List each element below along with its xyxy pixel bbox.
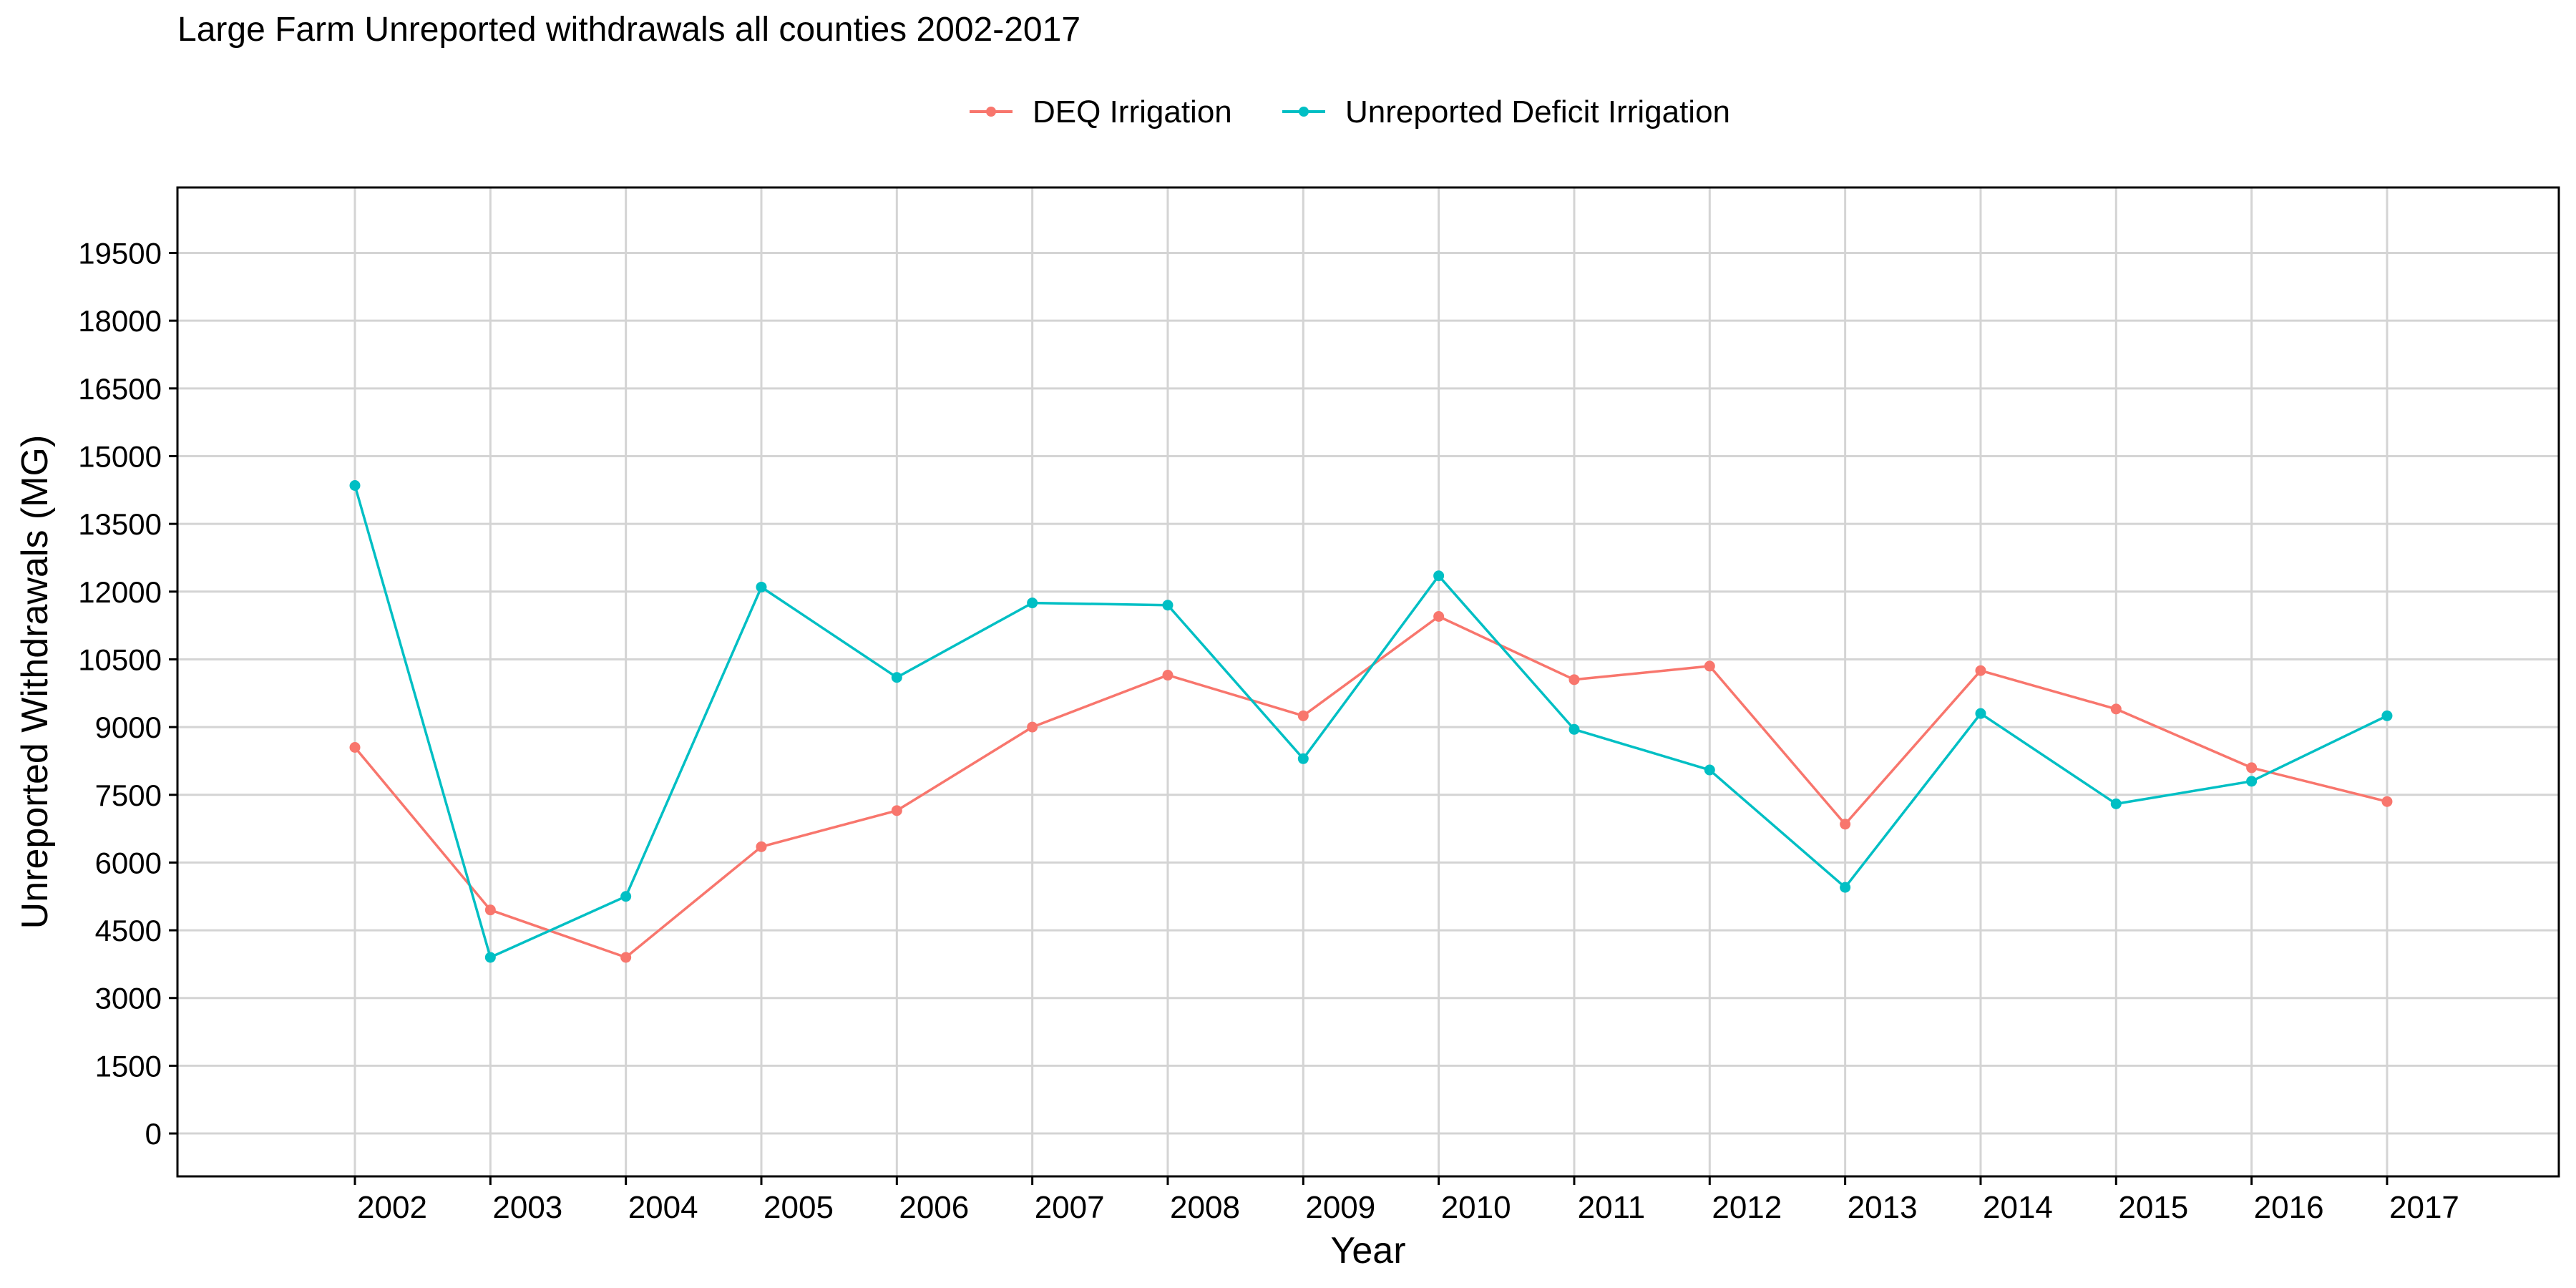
data-point	[484, 952, 496, 963]
data-point	[1840, 882, 1851, 893]
y-tick-label: 6000	[95, 846, 162, 879]
x-tick-label: 2009	[1305, 1190, 1375, 1225]
y-tick-label: 3000	[95, 982, 162, 1015]
x-tick-label: 2005	[763, 1190, 834, 1225]
legend-label-deq: DEQ Irrigation	[1033, 94, 1232, 130]
y-tick-label: 7500	[95, 779, 162, 812]
y-tick-label: 13500	[78, 507, 162, 541]
data-point	[891, 672, 902, 683]
data-point	[1704, 764, 1715, 776]
data-point	[2381, 796, 2393, 807]
data-point	[2110, 798, 2122, 809]
axes: 0 1500 3000 4500 6000 7500 9000 10500 12000 13500…	[78, 237, 2459, 1225]
data-point	[349, 479, 361, 491]
legend-marker-unreported	[1299, 107, 1309, 117]
y-tick-label: 12000	[78, 575, 162, 609]
legend: DEQ Irrigation Unreported Deficit Irriga…	[970, 94, 1730, 130]
data-point	[1433, 610, 1445, 622]
data-point	[1568, 723, 1580, 735]
data-point	[1840, 819, 1851, 830]
x-tick-label: 2016	[2254, 1190, 2324, 1225]
series-layer	[349, 479, 2393, 963]
data-point	[1297, 753, 1309, 764]
y-tick-label: 16500	[78, 372, 162, 406]
data-point	[891, 805, 902, 816]
data-point	[1027, 721, 1038, 733]
x-tick-label: 2017	[2389, 1190, 2459, 1225]
x-tick-label: 2007	[1035, 1190, 1105, 1225]
x-tick-label: 2006	[899, 1190, 969, 1225]
y-axis-label: Unreported Withdrawals (MG)	[14, 435, 56, 930]
data-point	[1568, 674, 1580, 686]
x-tick-label: 2010	[1441, 1190, 1511, 1225]
legend-item-deq: DEQ Irrigation	[970, 94, 1232, 130]
y-tick-label: 0	[145, 1117, 162, 1151]
data-point	[756, 581, 767, 592]
series-line	[353, 485, 2388, 959]
data-point	[1433, 570, 1445, 582]
y-tick-label: 18000	[78, 304, 162, 338]
series-unreported-deficit-irrigation	[349, 479, 2393, 963]
y-tick-label: 19500	[78, 237, 162, 270]
data-point	[620, 891, 632, 902]
legend-marker-deq	[986, 107, 996, 117]
x-tick-label: 2008	[1170, 1190, 1240, 1225]
data-point	[1975, 708, 1986, 719]
data-point	[756, 841, 767, 852]
data-point	[2381, 710, 2393, 721]
plot-background	[177, 187, 2559, 1176]
x-axis-label: Year	[1330, 1230, 1405, 1272]
x-tick-label: 2011	[1578, 1190, 1646, 1225]
plot-border	[176, 186, 2560, 1178]
y-tick-label: 9000	[95, 711, 162, 744]
x-tick-label: 2014	[1983, 1190, 2053, 1225]
data-point	[1297, 710, 1309, 721]
data-point	[484, 904, 496, 916]
data-point	[2246, 762, 2258, 774]
y-tick-label: 15000	[78, 439, 162, 473]
x-tick-label: 2012	[1712, 1190, 1782, 1225]
x-tick-label: 2015	[2118, 1190, 2188, 1225]
data-point	[620, 952, 632, 963]
x-tick-label: 2003	[492, 1190, 562, 1225]
data-point	[1704, 660, 1715, 672]
chart-title: Large Farm Unreported withdrawals all co…	[177, 11, 1080, 49]
data-point	[1162, 600, 1174, 611]
data-point	[1162, 670, 1174, 681]
x-tick-label: 2013	[1848, 1190, 1918, 1225]
y-tick-label: 1500	[95, 1049, 162, 1083]
x-tick-label: 2002	[357, 1190, 427, 1225]
legend-item-unreported: Unreported Deficit Irrigation	[1282, 94, 1730, 130]
data-point	[1975, 665, 1986, 676]
gridlines	[177, 187, 2559, 1176]
y-tick-label: 10500	[78, 643, 162, 676]
x-tick-label: 2004	[628, 1190, 698, 1225]
data-point	[1027, 597, 1038, 609]
y-tick-label: 4500	[95, 914, 162, 947]
legend-label-unreported: Unreported Deficit Irrigation	[1345, 94, 1730, 130]
data-point	[2110, 703, 2122, 715]
data-point	[349, 742, 361, 753]
data-point	[2246, 776, 2258, 787]
